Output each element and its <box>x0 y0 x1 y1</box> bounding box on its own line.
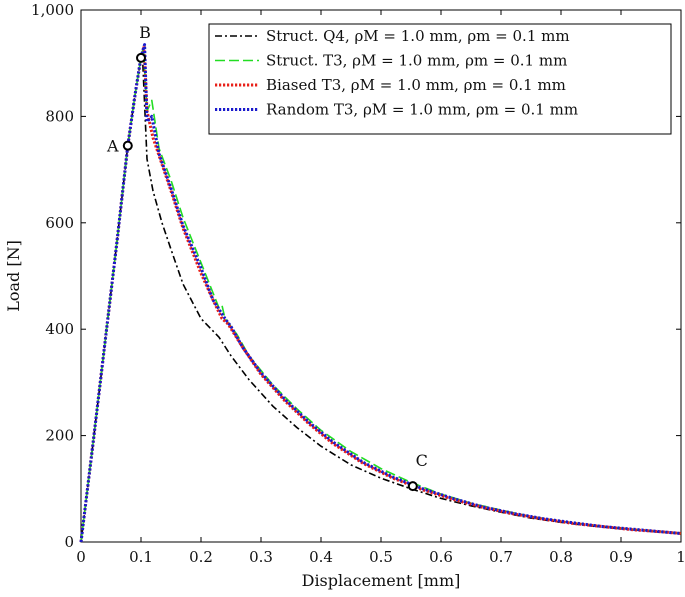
x-axis-ticks: 0 0.1 0.2 0.3 0.4 0.5 0.6 0.7 0.8 0.9 1 <box>76 10 685 566</box>
x-tick-label: 0.7 <box>489 548 513 566</box>
y-tick-label: 400 <box>45 320 74 338</box>
y-axis-ticks: 0 200 400 600 800 1,000 <box>31 1 681 551</box>
x-tick-label: 0.8 <box>549 548 573 566</box>
legend-label-1: Struct. T3, ρM = 1.0 mm, ρm = 0.1 mm <box>266 52 567 70</box>
x-tick-label: 0.6 <box>429 548 453 566</box>
legend-label-0: Struct. Q4, ρM = 1.0 mm, ρm = 0.1 mm <box>266 27 570 45</box>
annotation-label-b: B <box>139 23 151 42</box>
y-tick-label: 1,000 <box>31 1 74 19</box>
x-tick-label: 0.2 <box>189 548 213 566</box>
series-layer <box>79 43 682 543</box>
x-tick-label: 1 <box>676 548 685 566</box>
x-tick-label: 0.3 <box>249 548 273 566</box>
y-axis-label: Load [N] <box>4 240 23 312</box>
x-tick-label: 0 <box>76 548 86 566</box>
legend-box <box>208 23 672 135</box>
y-tick-label: 0 <box>64 533 74 551</box>
annotation-marker-c <box>407 481 418 492</box>
series-line-3 <box>79 43 682 543</box>
x-axis-label: Displacement [mm] <box>302 571 461 590</box>
x-tick-label: 0.1 <box>129 548 153 566</box>
legend-label-3: Random T3, ρM = 1.0 mm, ρm = 0.1 mm <box>266 101 578 119</box>
annotation-layer: A B C <box>106 23 428 492</box>
x-tick-label: 0.4 <box>309 548 333 566</box>
annotation-marker-a <box>122 140 133 151</box>
y-tick-label: 600 <box>45 214 74 232</box>
legend-label-2: Biased T3, ρM = 1.0 mm, ρm = 0.1 mm <box>266 76 566 94</box>
legend: Struct. Q4, ρM = 1.0 mm, ρm = 0.1 mm Stru… <box>208 23 672 135</box>
x-tick-label: 0.5 <box>369 548 393 566</box>
annotation-marker-b <box>136 52 146 63</box>
x-tick-label: 0.9 <box>609 548 633 566</box>
y-tick-label: 800 <box>45 107 74 125</box>
annotation-label-a: A <box>106 137 119 156</box>
y-tick-label: 200 <box>45 427 74 445</box>
annotation-label-c: C <box>416 451 428 470</box>
